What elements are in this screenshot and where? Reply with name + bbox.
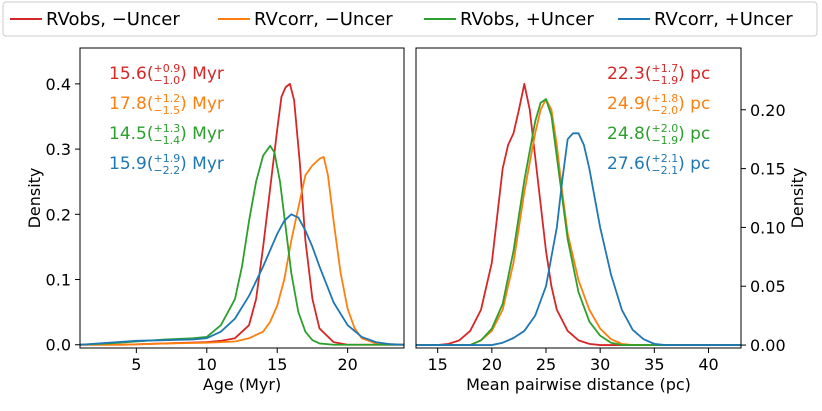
distance-density-panel: 15 20 25 30 35 40 0.00 0.05 0.10 0.15 0.20 Mean pai… <box>415 47 807 394</box>
legend-label: RVobs, −Uncer <box>46 9 180 30</box>
lower-error: −1.9 <box>651 74 678 87</box>
legend-label: RVcorr, +Uncer <box>654 9 793 30</box>
y-axis-label: Density <box>25 168 44 229</box>
x-tick-label: 15 <box>427 355 447 374</box>
y-tick-label: 0.10 <box>750 218 786 237</box>
estimate-value: 24.9 <box>607 94 645 114</box>
upper-error: +2.1 <box>652 152 679 165</box>
x-tick-label: 5 <box>131 355 141 374</box>
lower-error: −1.5 <box>153 104 180 117</box>
estimate-unit: pc <box>690 94 710 114</box>
estimate-unit: pc <box>690 64 710 84</box>
series-line <box>416 132 741 346</box>
estimate-value: 22.3 <box>607 64 645 84</box>
x-tick-label: 15 <box>267 355 287 374</box>
estimate-annotation: 14.5(+1.3 −1.4) Myr <box>109 122 224 147</box>
x-axis-label: Mean pairwise distance (pc) <box>466 375 691 394</box>
estimate-unit: Myr <box>192 124 224 144</box>
axes-frame <box>415 47 742 349</box>
series-line <box>79 144 404 346</box>
legend-label: RVcorr, −Uncer <box>254 9 393 30</box>
estimate-value: 17.8 <box>109 94 147 114</box>
y-tick-label: 0.0 <box>46 336 71 355</box>
series-line <box>80 82 404 346</box>
x-tick-label: 40 <box>698 355 718 374</box>
upper-error: +1.3 <box>154 122 181 135</box>
estimate-annotation: 27.6(+2.1 −2.1) pc <box>607 152 710 177</box>
lower-error: −1.4 <box>153 134 180 147</box>
series-line <box>416 98 741 346</box>
series-line <box>79 213 405 346</box>
estimate-unit: Myr <box>192 64 224 84</box>
estimate-annotation: 24.9(+1.8 −2.0) pc <box>607 92 710 117</box>
y-tick-label: 0.15 <box>750 160 786 179</box>
estimate-value: 14.5 <box>109 124 147 144</box>
estimate-value: 27.6 <box>607 154 645 174</box>
estimate-value: 15.9 <box>109 154 147 174</box>
y-tick-label: 0.00 <box>750 336 786 355</box>
x-tick-label: 20 <box>482 355 502 374</box>
y-tick-label: 0.4 <box>46 75 71 94</box>
lower-error: −1.9 <box>651 134 678 147</box>
estimate-annotation: 17.8(+1.2 −1.5) Myr <box>109 92 224 117</box>
estimate-annotation: 15.9(+1.9 −2.2) Myr <box>109 152 224 177</box>
estimate-value: 24.8 <box>607 124 645 144</box>
legend: RVobs, −Uncer RVcorr, −Uncer RVobs, +Uncer… <box>2 1 818 37</box>
upper-error: +1.9 <box>154 152 181 165</box>
lower-error: −2.1 <box>651 164 678 177</box>
estimate-unit: Myr <box>192 154 224 174</box>
upper-error: +1.2 <box>154 92 181 105</box>
series-line <box>416 82 741 346</box>
upper-error: +2.0 <box>652 122 679 135</box>
x-tick-label: 20 <box>337 355 357 374</box>
estimate-unit: pc <box>690 124 710 144</box>
x-tick-label: 35 <box>644 355 664 374</box>
y-tick-label: 0.1 <box>46 271 71 290</box>
estimate-annotation: 22.3(+1.7 −1.9) pc <box>607 62 710 87</box>
x-axis-label: Age (Myr) <box>203 375 281 394</box>
estimate-annotation: 24.8(+2.0 −1.9) pc <box>607 122 710 147</box>
upper-error: +1.8 <box>652 92 679 105</box>
estimate-value: 15.6 <box>109 64 147 84</box>
series-line <box>80 156 405 346</box>
lower-error: −2.0 <box>651 104 678 117</box>
y-tick-label: 0.05 <box>750 277 786 296</box>
estimate-unit: pc <box>690 154 710 174</box>
legend-frame <box>2 1 818 37</box>
estimate-unit: Myr <box>192 94 224 114</box>
y-tick-label: 0.2 <box>46 205 71 224</box>
lower-error: −2.2 <box>153 164 180 177</box>
age-density-panel: 5 10 15 20 0.0 0.1 0.2 0.3 0.4 Age (Myr) Density 15… <box>25 47 405 394</box>
x-tick-label: 10 <box>197 355 217 374</box>
series-line <box>416 98 741 346</box>
upper-error: +1.7 <box>652 62 679 75</box>
y-axis-label: Density <box>788 168 807 229</box>
lower-error: −1.0 <box>153 74 180 87</box>
y-tick-label: 0.20 <box>750 101 786 120</box>
y-tick-label: 0.3 <box>46 140 71 159</box>
x-tick-label: 25 <box>536 355 556 374</box>
axes-frame <box>79 47 405 349</box>
estimate-annotation: 15.6(+0.9 −1.0) Myr <box>109 62 224 87</box>
legend-label: RVobs, +Uncer <box>460 9 594 30</box>
upper-error: +0.9 <box>154 62 181 75</box>
x-tick-label: 30 <box>590 355 610 374</box>
